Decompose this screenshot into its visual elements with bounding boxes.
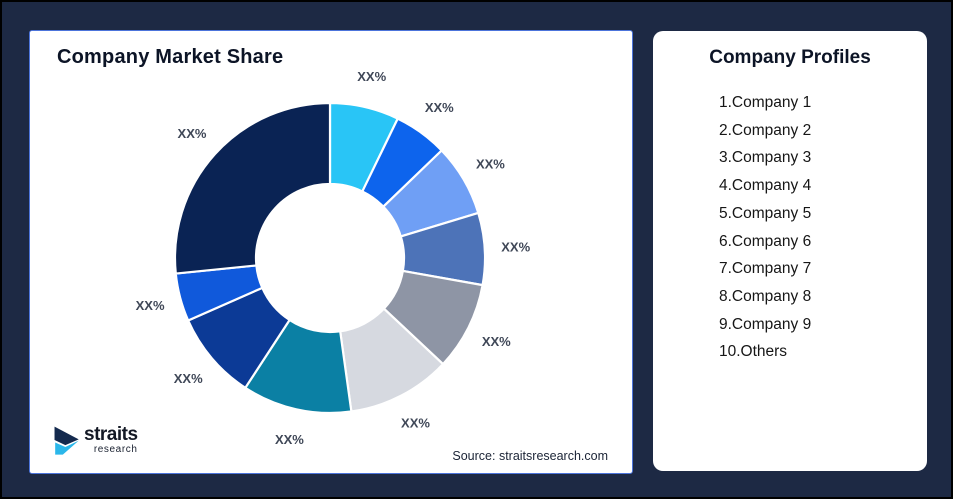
slice-value-label: XX%: [425, 100, 454, 115]
slice-value-label: XX%: [178, 126, 207, 141]
slice-value-label: XX%: [174, 371, 203, 386]
company-list-item: 4.Company 4: [719, 177, 812, 195]
slice-value-label: XX%: [501, 239, 530, 254]
slice-value-label: XX%: [476, 156, 505, 171]
company-list-item: 9.Company 9: [719, 315, 812, 333]
company-list-item: 3.Company 3: [719, 149, 812, 167]
slice-value-label: XX%: [482, 334, 511, 349]
donut-chart: XX% XX% XX% XX% XX% XX% XX% XX% XX% XX%: [136, 69, 531, 447]
logo-name: straits: [84, 424, 138, 445]
market-share-card: Company Market Share XX% XX% XX% XX% XX% XX% X…: [29, 30, 633, 474]
chart-title: Company Market Share: [57, 46, 284, 68]
straits-logo: straits research: [52, 421, 138, 459]
straits-logo-text: straits research: [84, 425, 138, 455]
company-list-item: 6.Company 6: [719, 232, 812, 250]
profiles-title: Company Profiles: [709, 47, 871, 68]
slice-value-label: XX%: [401, 416, 430, 431]
company-list-item: 1.Company 1: [719, 94, 812, 111]
company-list-item: 5.Company 5: [719, 204, 812, 222]
company-list-item: 8.Company 8: [719, 287, 812, 305]
company-list-item: 10.Others: [719, 343, 788, 361]
company-profiles-card: Company Profiles 1.Company 1 2.Company 2 3…: [653, 31, 927, 471]
donut-slice-others: [173, 101, 332, 275]
straits-logo-icon: [54, 426, 79, 455]
slice-value-label: XX%: [275, 432, 304, 447]
company-list: 1.Company 1 2.Company 2 3.Company 3 4.Compa…: [653, 89, 927, 366]
logo-subtitle: research: [93, 444, 138, 455]
source-text: Source: straitsresearch.com: [452, 449, 608, 463]
slice-value-label: XX%: [136, 298, 165, 313]
company-list-item: 7.Company 7: [719, 260, 812, 278]
company-list-item: 2.Company 2: [719, 121, 812, 139]
slice-value-label: XX%: [357, 69, 386, 84]
